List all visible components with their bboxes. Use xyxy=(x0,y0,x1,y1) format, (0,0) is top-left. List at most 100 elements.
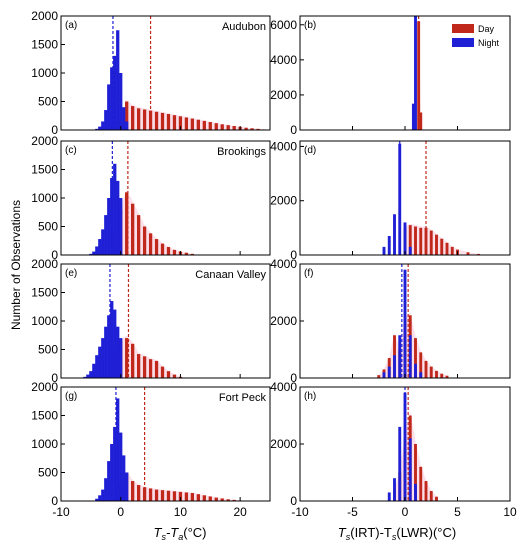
y-tick-label: 4000 xyxy=(270,380,297,394)
bar-day xyxy=(125,101,129,130)
bar-day xyxy=(172,491,177,501)
x-tick-label: -5 xyxy=(347,505,358,519)
panel-a: 0 500 1000 1500 2000 (a) Audubon xyxy=(31,9,271,137)
bar-day xyxy=(148,359,153,378)
bar-day xyxy=(429,491,433,501)
bar-night xyxy=(119,338,123,378)
y-tick-label: 1000 xyxy=(31,191,58,205)
y-tick-label: 1000 xyxy=(31,314,58,328)
axes-frame xyxy=(60,263,271,379)
panel-b: 0 2000 4000 6000 (b) xyxy=(270,15,511,137)
bar-day xyxy=(208,122,212,130)
bar-day xyxy=(154,360,159,378)
bar-night xyxy=(387,366,391,378)
bar-night xyxy=(101,229,105,255)
legend-label-day: Day xyxy=(478,24,495,34)
bar-day xyxy=(148,110,153,130)
bar-day xyxy=(419,227,423,255)
bar-night xyxy=(104,326,108,378)
bar-day xyxy=(435,234,438,255)
bar-day xyxy=(125,338,129,378)
legend-label-night: Night xyxy=(478,38,500,48)
bar-day xyxy=(154,489,159,501)
bar-day xyxy=(136,215,141,255)
bar-day xyxy=(414,338,417,378)
y-tick-label: 1000 xyxy=(31,437,58,451)
bar-night xyxy=(92,363,96,378)
bar-day xyxy=(196,494,200,501)
site-label: Brookings xyxy=(217,146,266,158)
site-label: Audubon xyxy=(222,21,266,33)
bar-day xyxy=(184,252,189,255)
bar-night xyxy=(119,73,123,130)
bar-day xyxy=(445,242,449,255)
bar-night xyxy=(104,215,108,255)
bar-night xyxy=(101,121,105,130)
x-tick-label: 5 xyxy=(454,505,461,519)
x-axis-label-right: Ts(IRT)-Ts(LWR)(°C) xyxy=(338,525,456,542)
bar-night xyxy=(98,346,102,378)
bar-day xyxy=(220,124,224,130)
bar-day xyxy=(136,354,141,378)
bar-night xyxy=(92,251,96,255)
bar-day xyxy=(429,366,433,378)
bar-night xyxy=(408,438,412,501)
y-tick-label: 4000 xyxy=(270,139,297,153)
bar-night xyxy=(116,180,120,255)
y-tick-label: 4000 xyxy=(270,257,297,271)
bar-night xyxy=(387,492,391,501)
bar-day xyxy=(166,490,171,501)
bar-day xyxy=(136,108,141,130)
panel-label: (g) xyxy=(65,391,77,402)
panel-label: (h) xyxy=(304,391,316,402)
y-tick-label: 2000 xyxy=(31,380,58,394)
x-tick-label: -10 xyxy=(52,505,70,519)
y-tick-label: 500 xyxy=(38,220,58,234)
bar-night xyxy=(110,67,114,130)
y-tick-label: 6000 xyxy=(270,18,297,32)
y-tick-label: 0 xyxy=(290,248,297,262)
bar-day xyxy=(125,192,129,255)
bar-night xyxy=(387,236,391,255)
bar-night xyxy=(110,301,114,378)
y-tick-label: 2000 xyxy=(31,134,58,148)
x-axis-label-left: Ts-Ta(°C) xyxy=(154,525,207,542)
bar-night xyxy=(110,444,114,501)
bar-night xyxy=(104,478,108,501)
y-tick-label: 2000 xyxy=(270,314,297,328)
bar-night xyxy=(113,55,117,130)
bar-night xyxy=(398,426,402,501)
axes-frame xyxy=(60,140,271,256)
y-tick-label: 0 xyxy=(290,123,297,137)
y-tick-label: 1000 xyxy=(31,66,58,80)
bar-day xyxy=(226,125,230,130)
x-tick-label: 0 xyxy=(117,505,124,519)
panel-label: (e) xyxy=(65,268,77,279)
bar-day xyxy=(435,496,438,501)
panel-label: (d) xyxy=(304,145,316,156)
panel-h: 0 2000 4000 -10 -5 0 5 10 (h) xyxy=(270,380,517,519)
y-axis-label: Number of Observations xyxy=(9,200,23,330)
bar-day xyxy=(419,352,423,378)
bar-day xyxy=(424,481,428,501)
bar-day xyxy=(232,499,236,501)
bar-day xyxy=(202,495,206,501)
bar-day xyxy=(190,253,195,255)
bar-day xyxy=(131,481,135,501)
bar-day xyxy=(131,106,135,130)
bar-day xyxy=(154,239,159,255)
bar-day xyxy=(226,499,230,501)
bar-night xyxy=(95,246,99,255)
y-tick-label: 0 xyxy=(290,494,297,508)
x-tick-label: 0 xyxy=(402,505,409,519)
bar-day xyxy=(148,233,153,255)
bar-night xyxy=(107,198,111,255)
bar-night xyxy=(393,355,396,378)
bar-night xyxy=(403,269,407,378)
bar-night xyxy=(107,461,111,501)
bar-night xyxy=(393,214,396,255)
y-tick-label: 0 xyxy=(51,494,58,508)
bar-night xyxy=(116,326,120,378)
y-tick-label: 500 xyxy=(38,95,58,109)
